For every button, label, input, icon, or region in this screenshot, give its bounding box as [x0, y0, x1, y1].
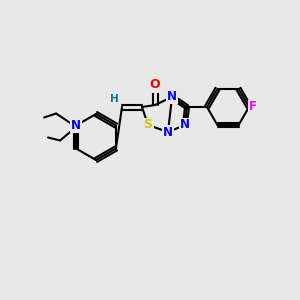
Text: N: N [167, 91, 177, 103]
Text: S: S [143, 118, 152, 131]
Text: N: N [163, 125, 173, 139]
Text: F: F [249, 100, 257, 113]
Text: N: N [71, 119, 81, 132]
Text: H: H [110, 94, 118, 104]
Text: N: N [180, 118, 190, 131]
Text: O: O [150, 79, 160, 92]
